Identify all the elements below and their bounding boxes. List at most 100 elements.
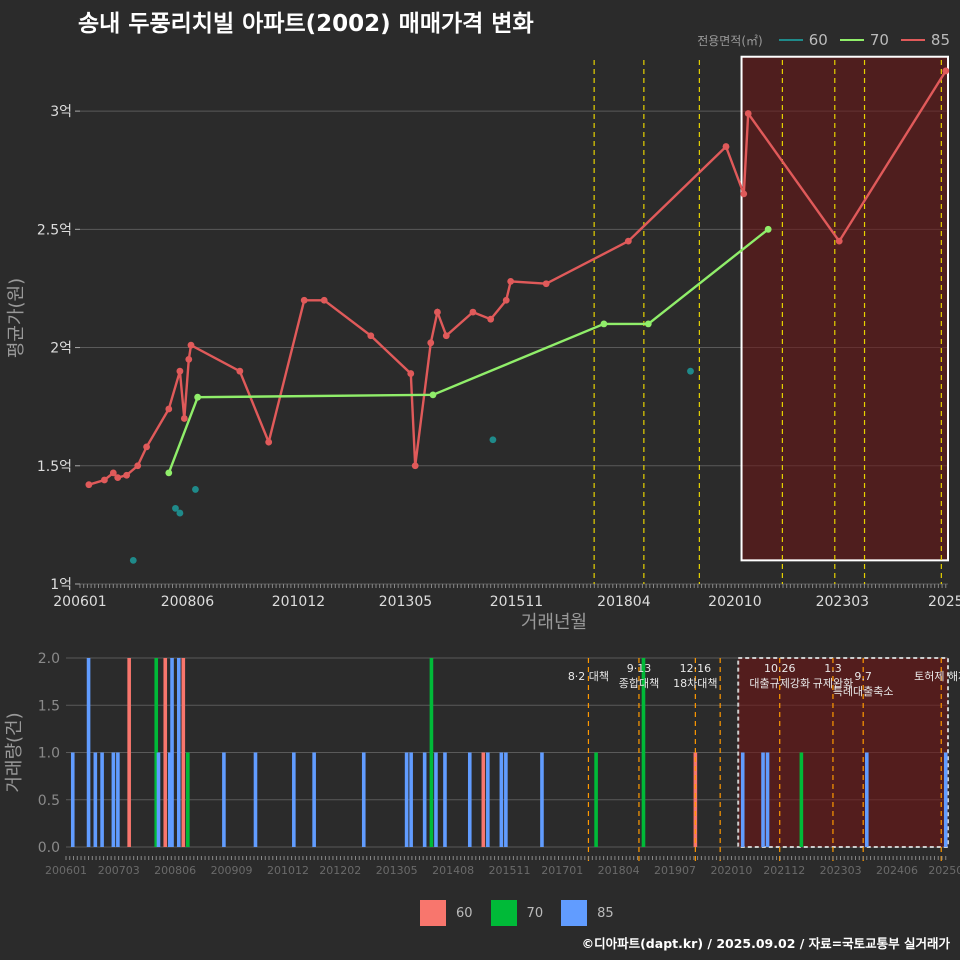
- data-point-85: [123, 471, 131, 479]
- policy-label: 9·13: [627, 662, 652, 675]
- x-tick-label: 200806: [161, 594, 215, 610]
- series-line-70: [167, 228, 769, 474]
- volume-bar-85: [540, 752, 544, 847]
- x-tick-label: 202303: [816, 594, 869, 610]
- y-tick-label: 1.5: [38, 698, 60, 714]
- data-point-85: [427, 339, 435, 347]
- x-tick-label: 201701: [541, 864, 583, 877]
- data-point-70: [644, 320, 652, 328]
- volume-bar-85: [404, 752, 409, 847]
- x-tick-label: 202112: [763, 864, 805, 877]
- x-tick-label: 202406: [876, 864, 918, 877]
- x-tick-label: 200703: [98, 864, 140, 877]
- data-point-85: [442, 332, 450, 340]
- y-axis-label: 거래량(건): [4, 712, 25, 792]
- volume-bar-85: [434, 752, 438, 847]
- data-point-85: [835, 237, 843, 245]
- legend-swatch-85: [900, 39, 925, 41]
- x-tick-label: 200806: [154, 864, 196, 877]
- y-tick-label: 0.0: [38, 840, 60, 856]
- volume-bar-85: [111, 752, 116, 847]
- x-tick-label: 200601: [45, 864, 87, 877]
- x-tick-label: 201305: [379, 594, 432, 610]
- volume-bar-85: [761, 752, 765, 847]
- y-tick-label: 2.5억: [37, 222, 72, 238]
- x-tick-label: 201511: [490, 594, 543, 610]
- data-point-85: [367, 332, 375, 340]
- data-point-85: [300, 296, 308, 304]
- data-point-60: [489, 436, 497, 444]
- data-point-85: [165, 405, 173, 413]
- data-point-85: [469, 308, 477, 316]
- y-axis-label: 평균가(원): [6, 278, 27, 358]
- x-tick-label: 202303: [820, 864, 862, 877]
- legend-bottom-item-60: 60: [420, 900, 473, 926]
- data-point-85: [320, 296, 328, 304]
- volume-bar-85: [156, 752, 161, 847]
- data-point-85: [109, 469, 117, 477]
- y-tick-label: 3억: [50, 104, 72, 120]
- x-tick-label: 201804: [597, 594, 651, 610]
- legend-title: 전용면적(㎡): [697, 33, 763, 48]
- y-tick-label: 1.0: [38, 746, 60, 762]
- policy-label: 10.26: [764, 662, 796, 675]
- data-point-85: [487, 315, 495, 323]
- x-tick-label: 201305: [376, 864, 418, 877]
- data-point-60: [176, 509, 184, 517]
- legend-label-60: 60: [808, 31, 828, 49]
- volume-bar-85: [361, 752, 366, 847]
- data-point-85: [407, 370, 415, 377]
- y-tick-label: 2.0: [38, 651, 60, 667]
- volume-bar-70: [186, 752, 190, 847]
- legend-bottom-label-85: 85: [597, 905, 614, 921]
- data-point-85: [176, 367, 184, 375]
- data-point-85: [411, 462, 419, 470]
- legend-bottom-box-85: [561, 900, 588, 926]
- x-tick-label: 201012: [267, 864, 309, 877]
- data-point-85: [744, 110, 752, 117]
- volume-bar-70: [429, 658, 434, 847]
- legend-top: 전용면적(㎡) 60 70 85: [697, 31, 950, 49]
- data-point-85: [624, 237, 632, 245]
- volume-bar-60: [693, 752, 698, 847]
- volume-bar-85: [765, 752, 770, 847]
- volume-bar-85: [312, 752, 316, 847]
- volume-bar-85: [86, 658, 91, 847]
- volume-bar-70: [594, 752, 598, 847]
- price-line-chart: 1억 1.5억 2억 2.5억 3억 200601 200806 201012 201305 20…: [6, 55, 960, 633]
- policy-label: 12·16: [680, 662, 712, 675]
- x-tick-label: 201511: [488, 864, 530, 877]
- data-point-85: [507, 277, 515, 285]
- x-tick-label: 20250: [928, 864, 960, 877]
- volume-bar-85: [467, 752, 472, 847]
- legend-label-70: 70: [869, 31, 889, 49]
- volume-bar-85: [222, 752, 226, 847]
- volume-bar-85: [176, 658, 181, 847]
- data-point-70: [764, 225, 772, 233]
- volume-bar-chart: 0.0 0.5 1.0 1.5 2.0 8·2 대책 9·13 종합대책 12·16 18차대책 1…: [4, 651, 960, 877]
- legend-bottom-label-70: 70: [526, 905, 544, 921]
- volume-bar-85: [253, 752, 258, 847]
- policy-label: 종합대책: [619, 677, 659, 690]
- volume-bar-85: [499, 752, 504, 847]
- volume-bar-85: [292, 752, 296, 847]
- volume-bar-60: [181, 658, 186, 847]
- data-point-85: [180, 415, 188, 422]
- x-tick-label: 201408: [432, 864, 474, 877]
- x-tick-label: 201804: [598, 864, 640, 877]
- legend-bottom-box-60: [420, 900, 446, 926]
- volume-bar-70: [641, 658, 646, 847]
- policy-label: 대출규제강화: [749, 677, 810, 690]
- data-point-70: [165, 469, 173, 477]
- x-tick-label: 202010: [708, 594, 761, 610]
- policy-label: 1.3: [824, 662, 842, 675]
- data-point-85: [722, 143, 730, 150]
- data-point-85: [134, 462, 142, 470]
- volume-bar-85: [943, 752, 948, 847]
- data-point-85: [434, 308, 441, 316]
- policy-label: 18차대책: [673, 677, 717, 690]
- volume-bar-70: [154, 658, 159, 847]
- policy-label: 규제완화: [813, 677, 853, 690]
- x-tick-label: 201907: [654, 864, 696, 877]
- volume-bar-85: [167, 752, 172, 847]
